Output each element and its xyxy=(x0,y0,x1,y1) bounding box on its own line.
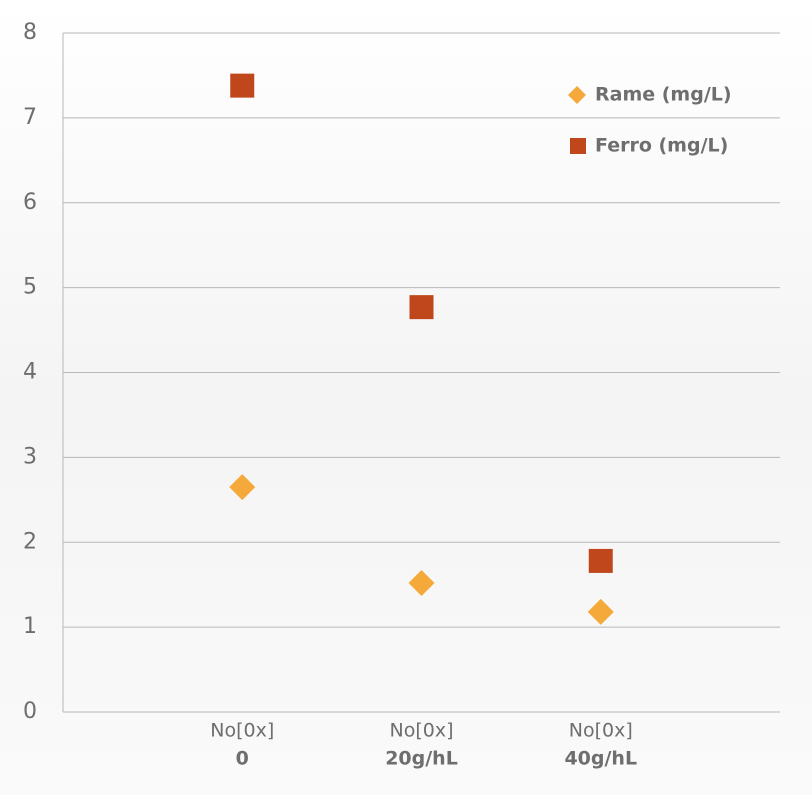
point xyxy=(408,569,435,596)
x-tick-label: 40g/hL xyxy=(564,748,637,770)
x-tick-label: No[0x] xyxy=(569,720,633,742)
point xyxy=(409,295,434,320)
y-tick-label: 7 xyxy=(23,105,37,130)
x-tick-label: 20g/hL xyxy=(385,748,458,770)
legend-marker xyxy=(570,138,586,154)
point xyxy=(229,474,256,501)
y-tick-label: 0 xyxy=(23,699,37,724)
y-tick-label: 3 xyxy=(23,444,37,469)
legend-marker xyxy=(568,86,586,104)
y-tick-label: 2 xyxy=(23,529,37,554)
point xyxy=(587,598,614,625)
y-tick-label: 8 xyxy=(23,20,37,45)
x-tick-label: No[0x] xyxy=(390,720,454,742)
y-tick-label: 5 xyxy=(23,275,37,300)
point xyxy=(588,548,613,573)
point xyxy=(230,73,255,98)
legend-label: Ferro (mg/L) xyxy=(595,135,728,157)
y-tick-label: 4 xyxy=(23,360,37,385)
legend-label: Rame (mg/L) xyxy=(595,84,732,106)
y-tick-label: 6 xyxy=(23,190,37,215)
x-tick-label: 0 xyxy=(236,748,249,770)
x-tick-label: No[0x] xyxy=(210,720,274,742)
y-tick-label: 1 xyxy=(23,614,37,639)
